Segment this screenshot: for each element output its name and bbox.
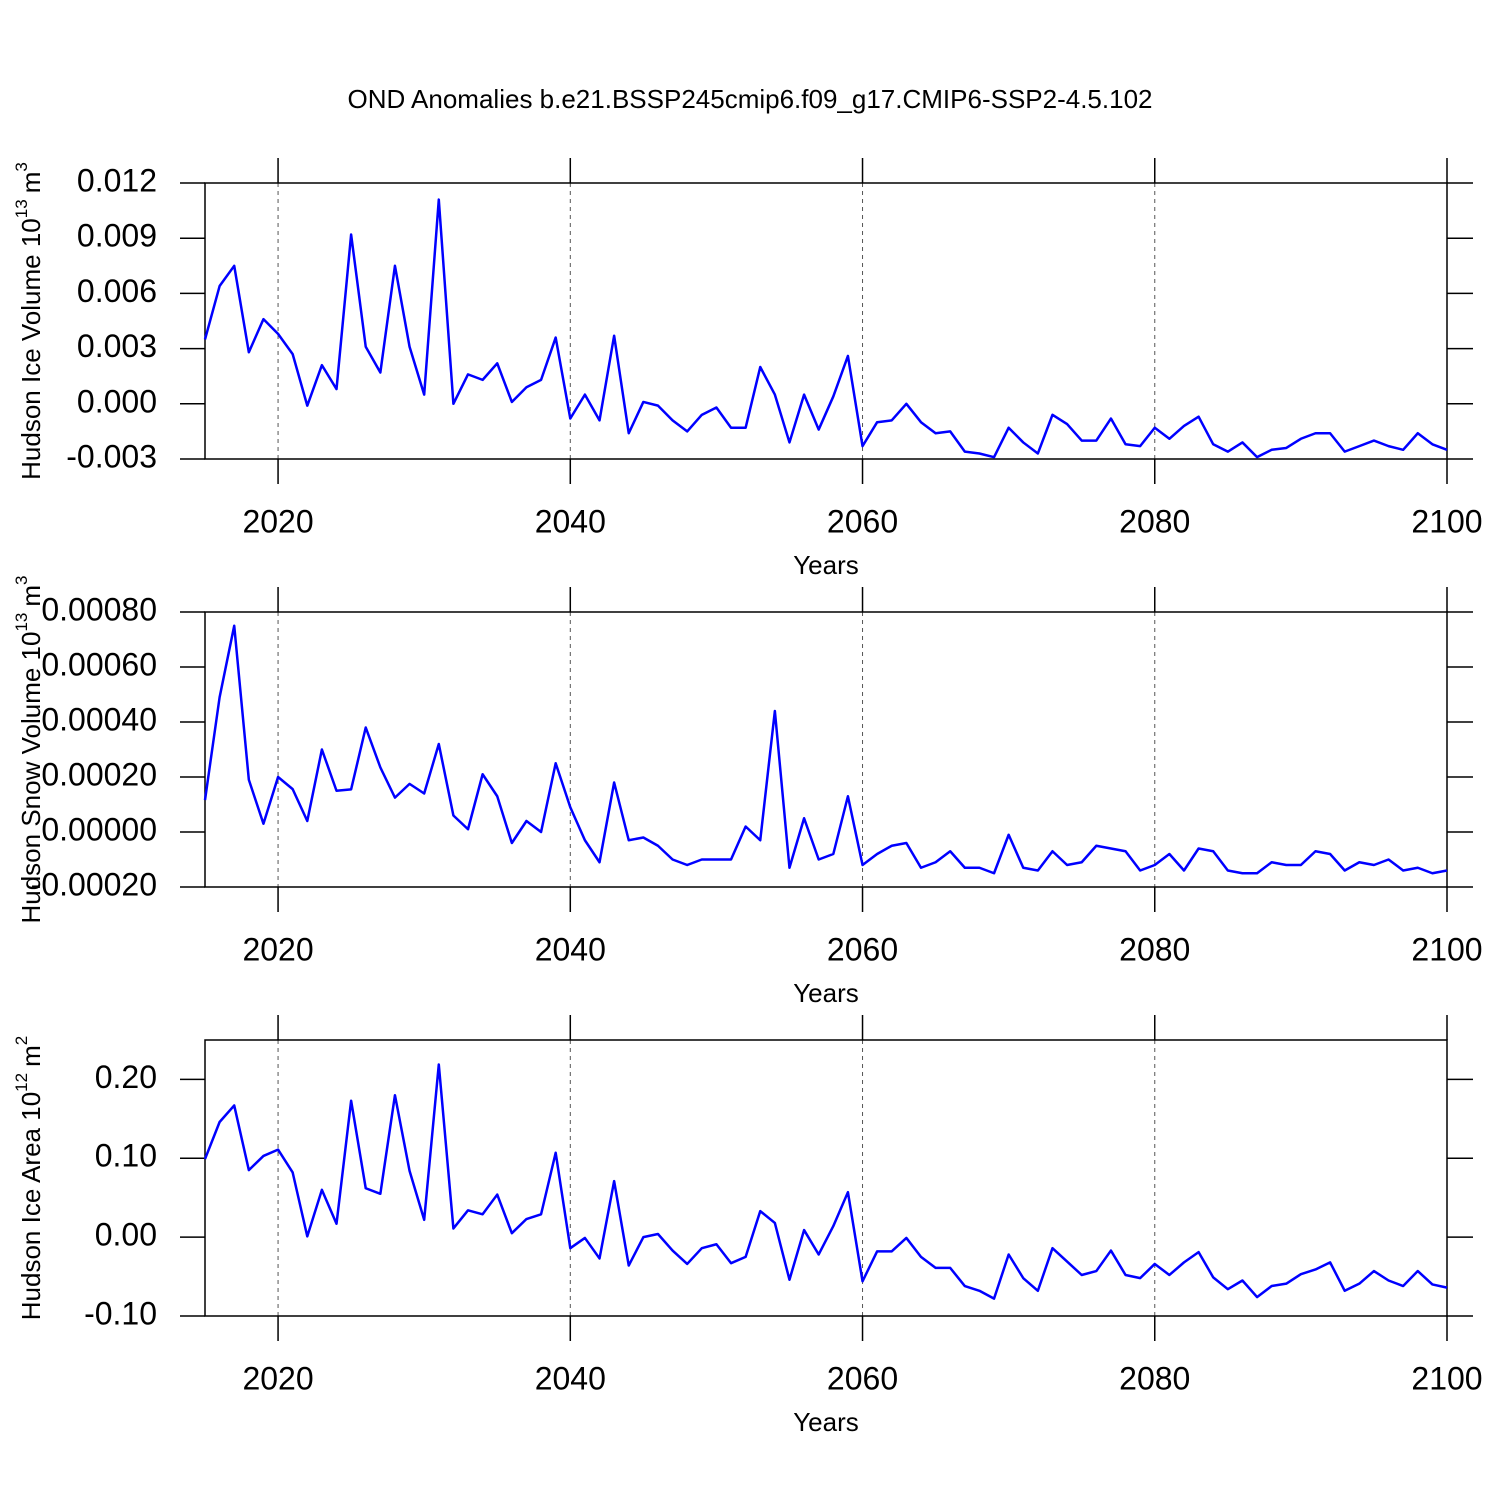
y-label-part: m: [16, 1045, 46, 1067]
x-tick-label: 2020: [242, 931, 313, 967]
y-tick-label: 0.10: [95, 1138, 157, 1174]
y-label-part: m: [16, 585, 46, 607]
y-axis-label: Hudson Ice Area 1012 m2: [12, 1036, 45, 1320]
y-label-exponent: 2: [12, 1036, 31, 1045]
x-tick-label: 2080: [1119, 931, 1190, 967]
y-tick-label: 0.20: [95, 1059, 157, 1095]
y-tick-label: -0.003: [66, 438, 157, 474]
x-tick-label: 2040: [535, 503, 606, 539]
x-axis-label: Years: [793, 1407, 859, 1437]
y-tick-label: 0.00: [95, 1217, 157, 1253]
plot-frame: [204, 1039, 1448, 1317]
y-label-part: Hudson Ice Volume 10: [16, 218, 46, 480]
y-label-part: m: [16, 172, 46, 194]
x-tick-label: 2020: [242, 503, 313, 539]
x-axis-label: Years: [793, 550, 859, 580]
y-tick-label: 0.00080: [41, 591, 157, 627]
data-line: [203, 198, 1448, 459]
y-tick-label: 0.000: [77, 383, 157, 419]
y-tick-label: 0.009: [77, 218, 157, 254]
x-tick-label: 2100: [1411, 931, 1482, 967]
plot-frame: [204, 611, 1448, 888]
x-tick-label: 2100: [1411, 1360, 1482, 1396]
x-tick-label: 2060: [827, 503, 898, 539]
y-axis-label: Hudson Ice Volume 1013 m3: [12, 162, 45, 480]
data-line: [203, 1063, 1448, 1300]
y-label-exponent: 12: [12, 1073, 31, 1092]
x-tick-label: 2040: [535, 1360, 606, 1396]
y-tick-label: 0.00040: [41, 701, 157, 737]
data-line: [203, 624, 1448, 875]
y-tick-label: 0.012: [77, 162, 157, 198]
x-tick-label: 2100: [1411, 503, 1482, 539]
y-tick-label: -0.10: [84, 1295, 157, 1331]
x-tick-label: 2040: [535, 931, 606, 967]
y-axis-label: Hudson Snow Volume 1013 m3: [12, 575, 45, 923]
y-tick-label: 0.003: [77, 328, 157, 364]
chart-title: OND Anomalies b.e21.BSSP245cmip6.f09_g17…: [347, 84, 1152, 114]
x-tick-label: 2080: [1119, 503, 1190, 539]
x-axis-label: Years: [793, 978, 859, 1008]
plot-frame: [204, 182, 1448, 460]
y-label-part: Hudson Ice Area 10: [16, 1092, 46, 1320]
x-tick-label: 2020: [242, 1360, 313, 1396]
y-tick-label: 0.00020: [41, 756, 157, 792]
x-tick-label: 2060: [827, 1360, 898, 1396]
y-label-exponent: 13: [12, 613, 31, 632]
y-label-exponent: 3: [12, 162, 31, 171]
x-tick-label: 2080: [1119, 1360, 1190, 1396]
x-tick-label: 2060: [827, 931, 898, 967]
y-label-exponent: 3: [12, 575, 31, 584]
y-tick-label: 0.00060: [41, 646, 157, 682]
y-label-exponent: 13: [12, 199, 31, 218]
y-tick-label: -0.00020: [31, 866, 157, 902]
y-tick-label: 0.006: [77, 273, 157, 309]
y-label-part: Hudson Snow Volume 10: [16, 632, 46, 924]
y-tick-label: 0.00000: [41, 811, 157, 847]
